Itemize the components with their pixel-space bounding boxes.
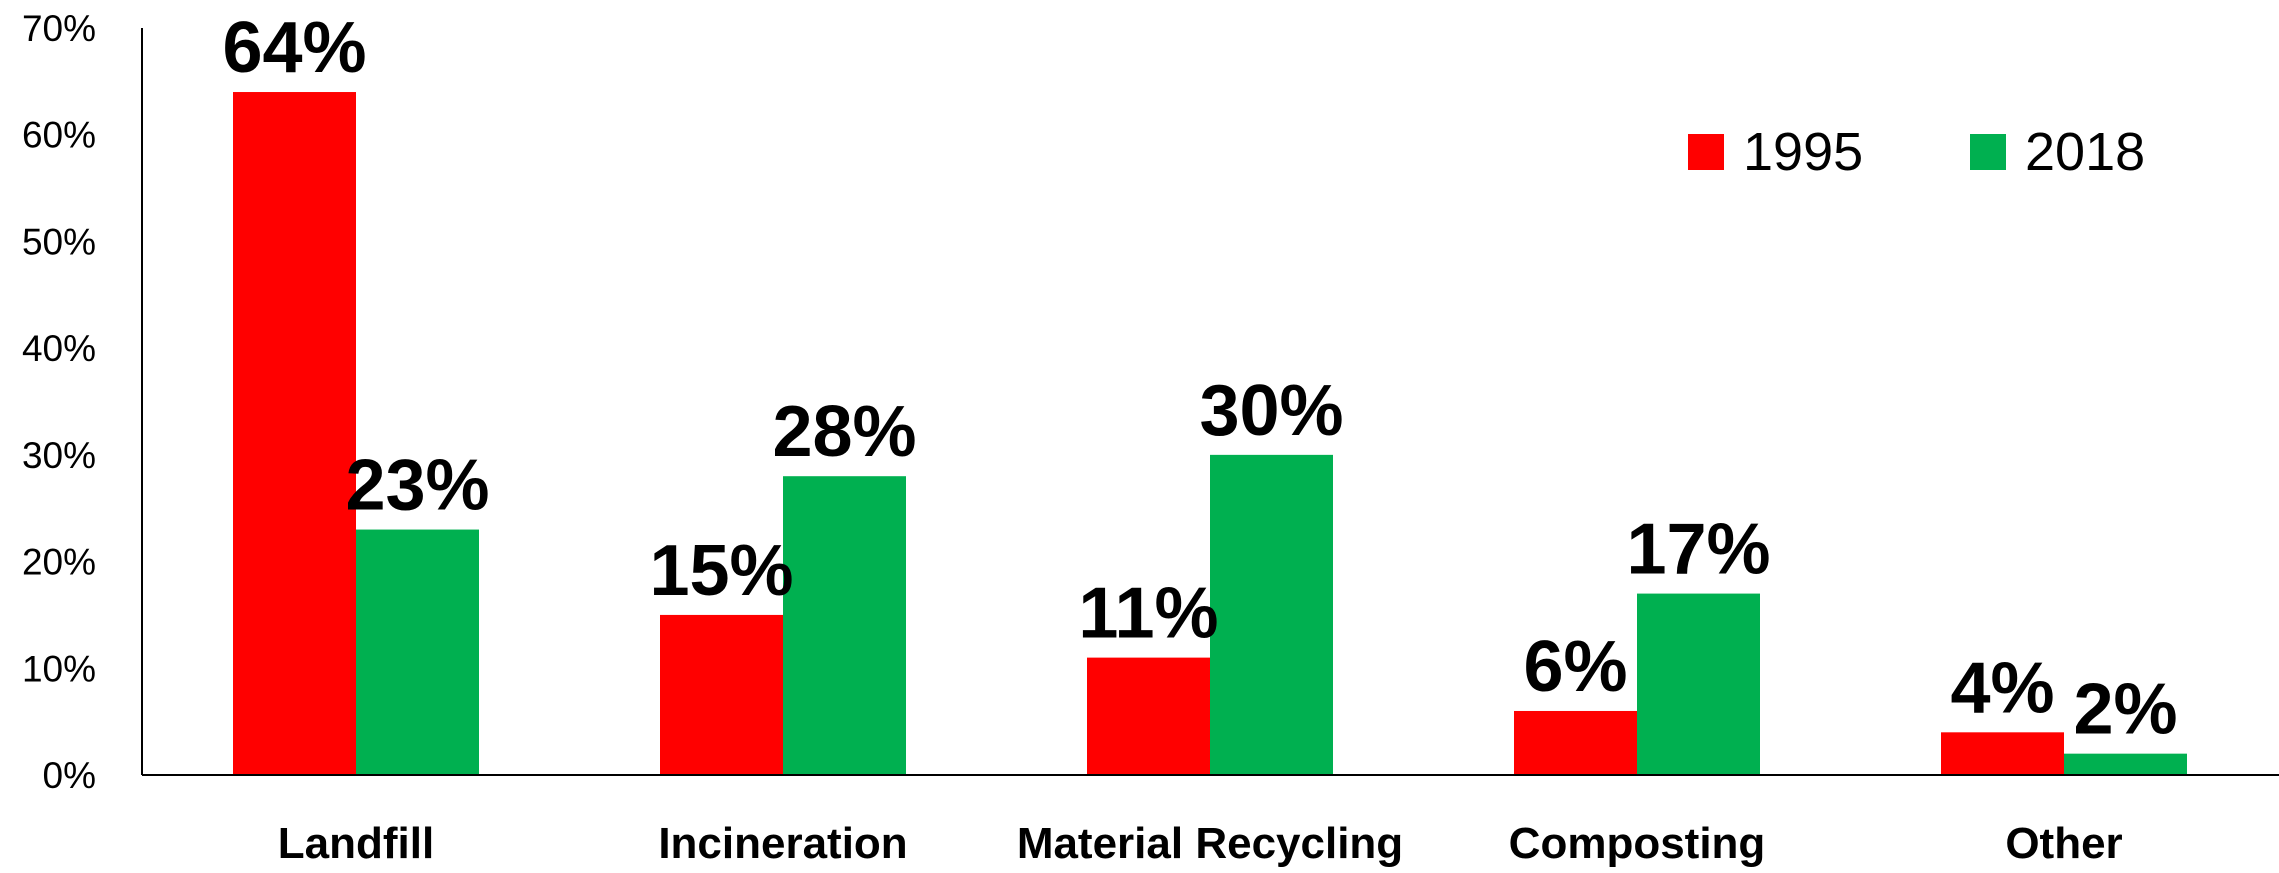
data-label-1995-landfill: 64% — [222, 8, 366, 88]
bar-1995-landfill — [233, 92, 356, 776]
data-label-2018-material-recycling: 30% — [1199, 371, 1343, 451]
data-label-2018-landfill: 23% — [345, 446, 489, 526]
bar-1995-other — [1941, 732, 2064, 775]
data-label-1995-incineration: 15% — [649, 531, 793, 611]
category-label: Other — [2005, 819, 2122, 868]
data-label-2018-other: 2% — [2073, 670, 2177, 750]
y-tick-label: 50% — [22, 221, 96, 262]
y-axis: 0% 10% 20% 30% 40% 50% 60% 70% — [22, 8, 143, 796]
bar-1995-composting — [1514, 710, 1637, 775]
bars — [233, 92, 2187, 776]
data-label-2018-incineration: 28% — [772, 392, 916, 472]
legend-label-2018: 2018 — [2025, 122, 2145, 182]
y-tick-label: 70% — [22, 8, 96, 49]
category-label: Composting — [1509, 819, 1766, 868]
bar-2018-landfill — [356, 529, 479, 775]
y-tick-label: 0% — [43, 755, 96, 796]
bar-1995-incineration — [660, 614, 783, 775]
category-label: Landfill — [278, 819, 434, 868]
data-labels: 64% 23% 15% 28% 11% 30% 6% 17% 4% 2% — [222, 8, 2177, 750]
legend-label-1995: 1995 — [1743, 122, 1863, 182]
data-label-1995-composting: 6% — [1523, 627, 1627, 707]
y-tick-label: 40% — [22, 328, 96, 369]
y-tick-label: 10% — [22, 648, 96, 689]
bar-2018-material-recycling — [1210, 454, 1333, 775]
legend: 1995 2018 — [1688, 122, 2145, 182]
legend-swatch-1995 — [1688, 134, 1724, 170]
y-tick-label: 20% — [22, 542, 96, 583]
bar-2018-composting — [1637, 593, 1760, 775]
bar-2018-incineration — [783, 476, 906, 775]
category-label: Incineration — [658, 819, 907, 868]
y-tick-label: 60% — [22, 115, 96, 156]
bar-2018-other — [2064, 753, 2187, 775]
legend-swatch-2018 — [1970, 134, 2006, 170]
bar-1995-material-recycling — [1087, 657, 1210, 775]
data-label-1995-material-recycling: 11% — [1078, 574, 1218, 654]
category-label: Material Recycling — [1017, 819, 1403, 868]
data-label-2018-composting: 17% — [1626, 510, 1770, 590]
data-label-1995-other: 4% — [1950, 648, 2054, 728]
y-tick-label: 30% — [22, 435, 96, 476]
x-axis: Landfill Incineration Material Recycling Co… — [142, 774, 2279, 868]
